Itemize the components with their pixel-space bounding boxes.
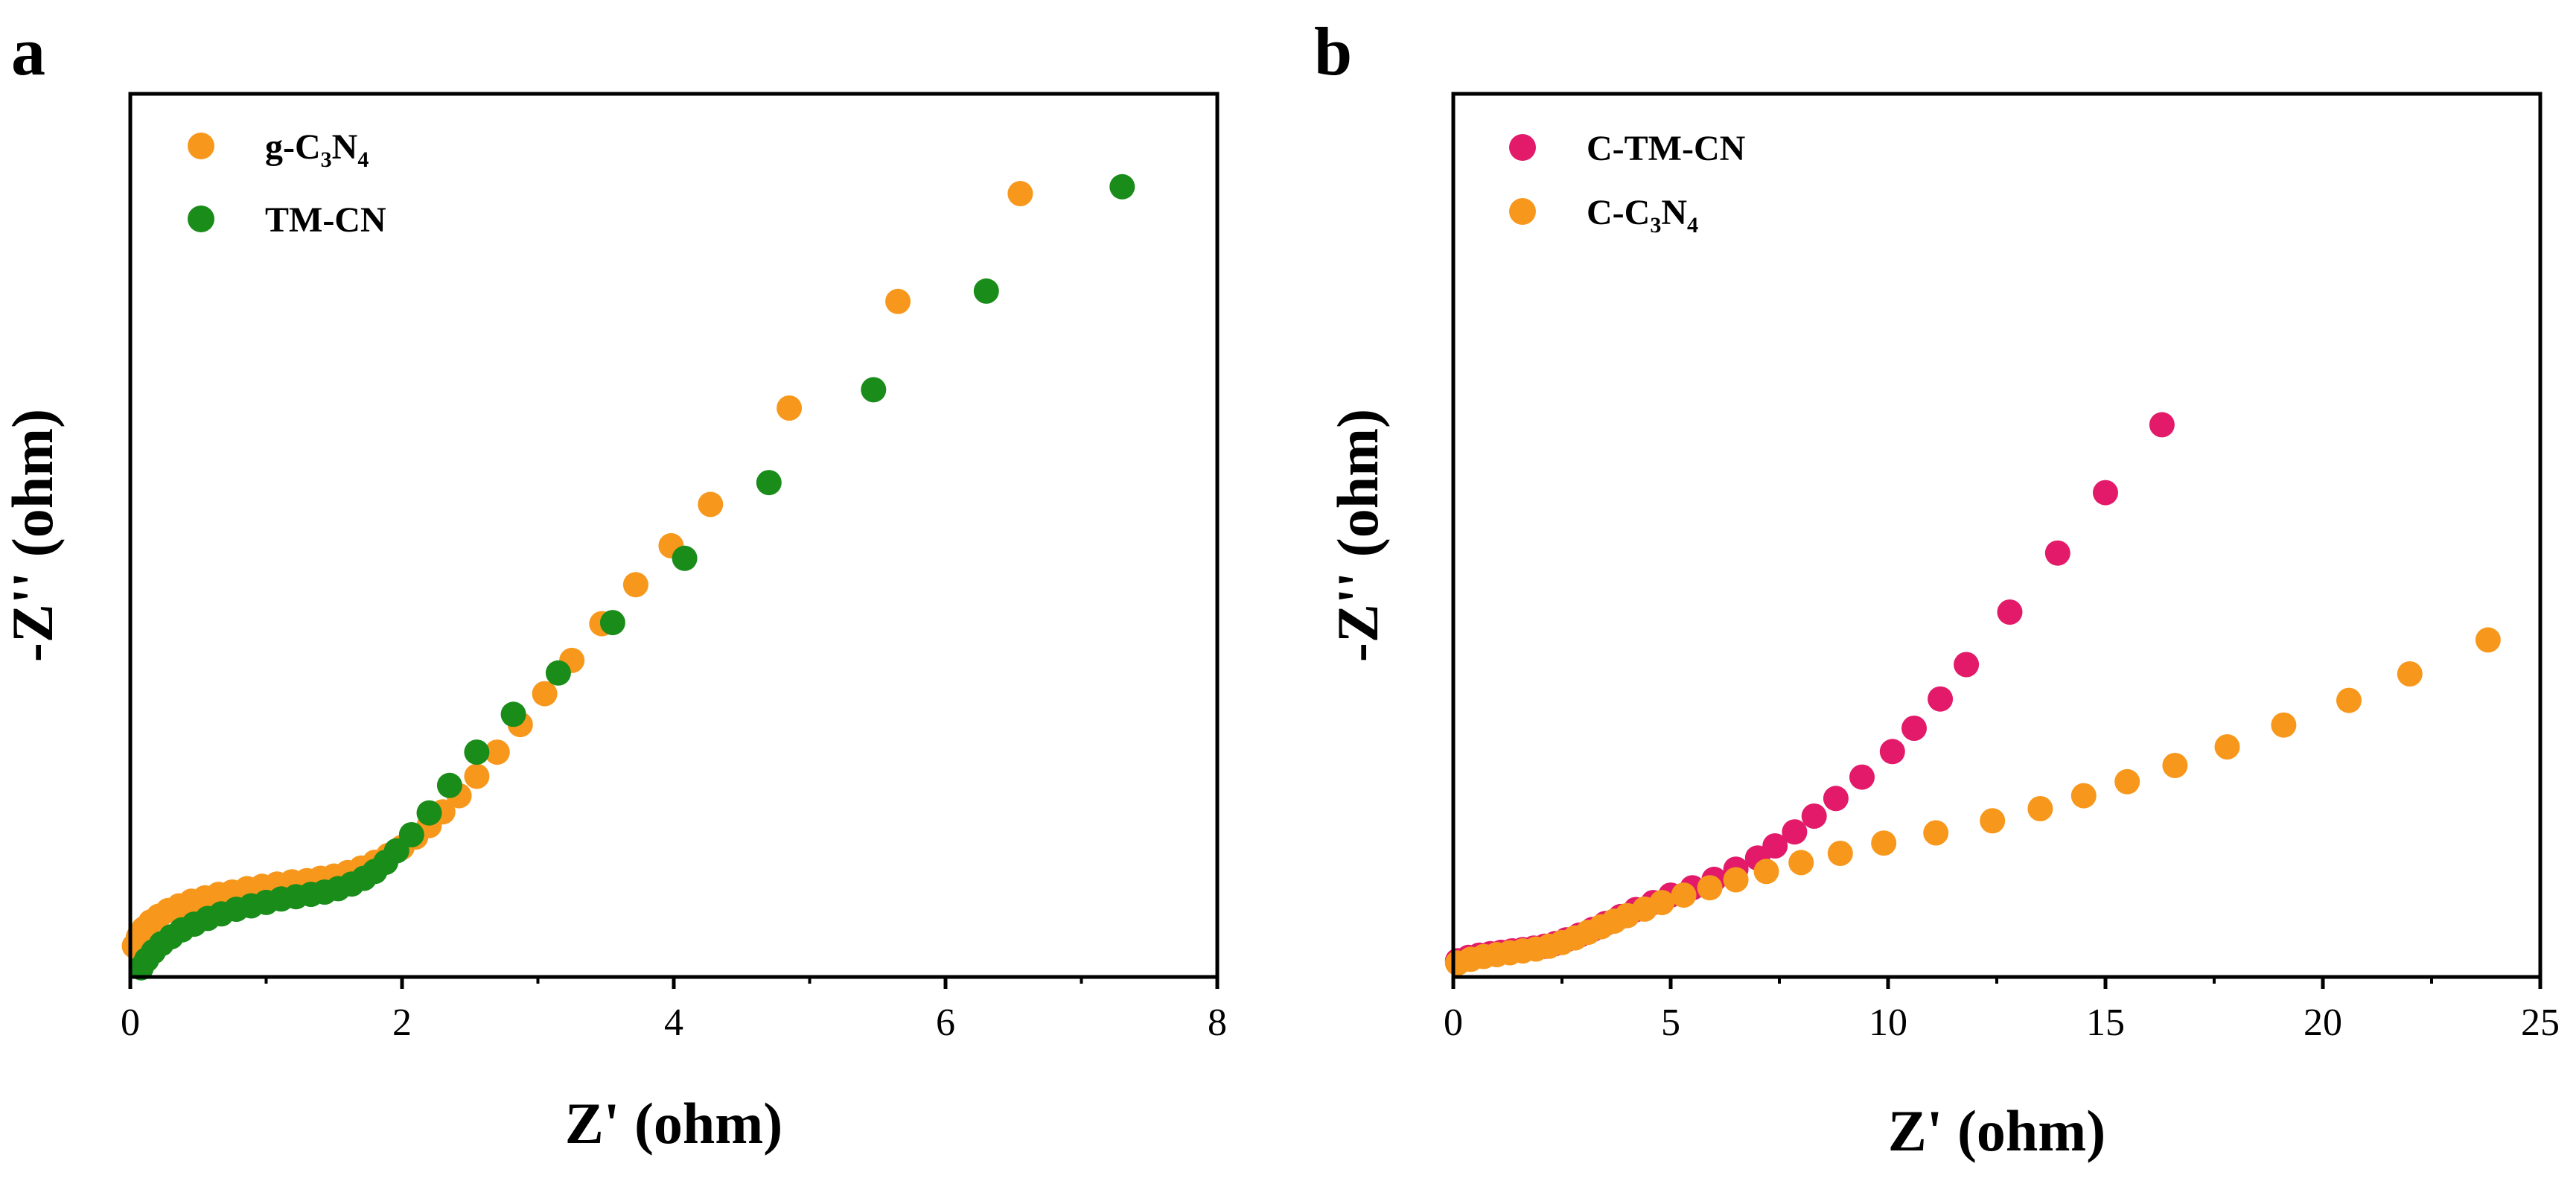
panel-label: a [11, 13, 45, 89]
point-c-c3n4-22 [1871, 830, 1897, 856]
point-c-c3n4-23 [1923, 820, 1949, 846]
point-c-c3n4-21 [1827, 841, 1853, 866]
legend-label: g-C3N4 [265, 127, 369, 172]
point-g-c3n4-38 [1007, 181, 1033, 206]
point-g-c3n4-33 [622, 572, 648, 598]
point-c-c3n4-33 [2475, 627, 2501, 653]
point-c-tm-cn-26 [1849, 764, 1875, 790]
x-tick-label: 25 [2521, 1002, 2560, 1044]
legend-marker [188, 206, 214, 232]
point-c-tm-cn-32 [2044, 540, 2070, 566]
x-tick-label: 20 [2304, 1002, 2342, 1044]
point-tm-cn-33 [1109, 173, 1135, 200]
point-c-tm-cn-28 [1901, 716, 1927, 741]
data-points [1444, 412, 2501, 976]
legend-marker [1509, 134, 1536, 161]
x-tick-label: 5 [1661, 1002, 1680, 1044]
point-c-c3n4-20 [1788, 850, 1814, 876]
legend: g-C3N4 TM-CN [188, 127, 386, 240]
point-c-c3n4-17 [1697, 875, 1723, 901]
point-c-tm-cn-29 [1928, 686, 1954, 712]
x-tick-label: 8 [1208, 1002, 1227, 1044]
point-tm-cn-27 [545, 660, 571, 686]
point-c-c3n4-26 [2070, 783, 2097, 809]
point-tm-cn-21 [383, 838, 409, 864]
point-c-tm-cn-31 [1997, 599, 2023, 625]
y-axis-label: -Z'' (ohm) [0, 409, 65, 662]
x-tick-label: 10 [1869, 1002, 1907, 1044]
point-tm-cn-30 [756, 470, 782, 496]
point-c-tm-cn-27 [1879, 739, 1905, 765]
point-tm-cn-29 [672, 545, 698, 571]
point-c-c3n4-32 [2397, 661, 2423, 687]
panel-b: b 0 5 10 15 20 25 Z' (ohm) -Z'' (ohm) C-TM-CN C-C3… [1314, 13, 2560, 1163]
point-tm-cn-26 [500, 701, 526, 728]
point-c-tm-cn-24 [1801, 803, 1827, 829]
legend-label: C-TM-CN [1587, 129, 1746, 168]
point-c-tm-cn-30 [1954, 652, 1980, 678]
point-c-tm-cn-33 [2093, 480, 2118, 506]
point-tm-cn-31 [861, 377, 887, 403]
x-tick-label: 0 [1444, 1002, 1463, 1044]
point-c-c3n4-16 [1671, 882, 1697, 908]
legend-marker [188, 133, 214, 159]
point-tm-cn-32 [973, 278, 999, 304]
point-tm-cn-23 [416, 800, 442, 826]
x-tick-label: 6 [936, 1002, 955, 1044]
point-c-c3n4-28 [2162, 753, 2188, 778]
point-tm-cn-22 [398, 822, 424, 847]
legend-label: C-C3N4 [1587, 193, 1698, 238]
point-c-c3n4-30 [2271, 712, 2297, 738]
panel-label: b [1314, 13, 1352, 89]
point-g-c3n4-30 [532, 681, 558, 707]
point-c-c3n4-24 [1980, 808, 2006, 834]
point-c-c3n4-27 [2114, 768, 2140, 795]
point-c-c3n4-31 [2336, 687, 2362, 713]
point-c-tm-cn-22 [1762, 833, 1788, 859]
point-g-c3n4-27 [464, 763, 490, 789]
x-tick-label: 0 [121, 1002, 140, 1044]
point-tm-cn-28 [599, 610, 625, 636]
x-axis-label: Z' (ohm) [565, 1091, 783, 1156]
x-axis-label: Z' (ohm) [1888, 1098, 2106, 1163]
point-c-c3n4-15 [1649, 890, 1675, 916]
y-axis-label: -Z'' (ohm) [1325, 409, 1390, 662]
legend-label: TM-CN [265, 200, 386, 240]
point-g-c3n4-37 [885, 288, 911, 314]
point-c-c3n4-18 [1723, 867, 1749, 893]
point-c-c3n4-19 [1753, 859, 1779, 885]
point-tm-cn-25 [464, 739, 490, 765]
point-tm-cn-24 [436, 772, 462, 798]
point-c-c3n4-25 [2027, 796, 2053, 821]
point-c-tm-cn-23 [1782, 819, 1808, 845]
point-c-tm-cn-25 [1823, 786, 1849, 812]
panel-a: a 0 2 4 6 8 Z' (ohm) -Z'' (ohm) g-C3N4 TM-CN [0, 13, 1227, 1156]
point-g-c3n4-36 [777, 395, 803, 421]
point-g-c3n4-28 [484, 739, 510, 765]
point-c-c3n4-29 [2214, 734, 2240, 760]
point-g-c3n4-35 [698, 491, 724, 518]
x-tick-label: 15 [2086, 1002, 2125, 1044]
data-points [121, 173, 1135, 981]
x-tick-label: 2 [392, 1002, 412, 1044]
legend: C-TM-CN C-C3N4 [1509, 129, 1746, 238]
point-c-tm-cn-34 [2149, 412, 2175, 438]
x-tick-label: 4 [664, 1002, 683, 1044]
legend-marker [1509, 198, 1536, 225]
